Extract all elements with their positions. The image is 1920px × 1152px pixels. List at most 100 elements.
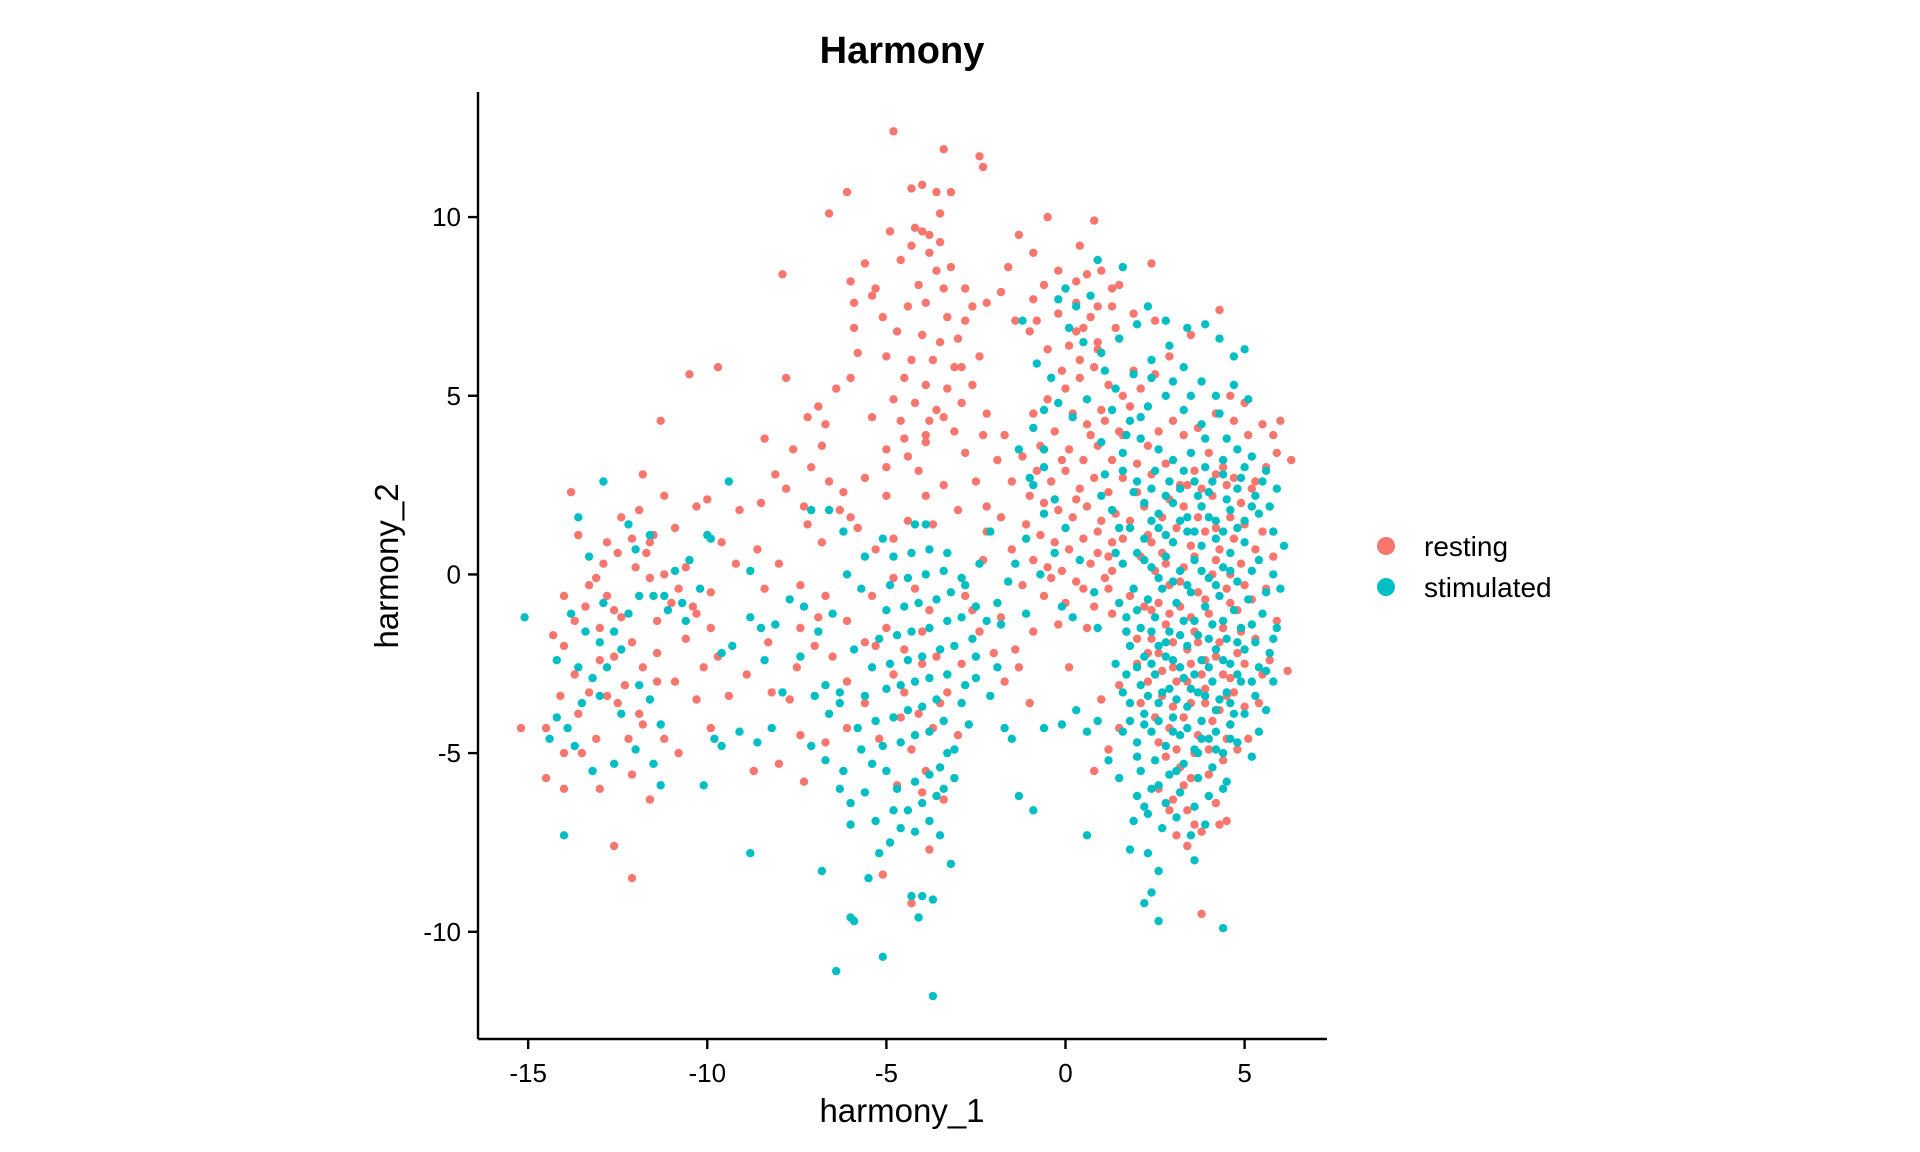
point-resting-425 [882,463,891,472]
point-stimulated-385 [857,584,866,593]
point-stimulated-50 [882,684,891,693]
point-resting-258 [796,731,805,740]
point-resting-153 [1240,659,1249,668]
point-stimulated-281 [1147,784,1156,793]
point-stimulated-333 [695,584,705,593]
point-stimulated-289 [1158,824,1167,833]
point-stimulated-444 [1190,527,1199,536]
legend-label-resting: resting [1424,531,1508,562]
point-resting-479 [1186,773,1196,783]
point-resting-307 [556,691,565,701]
point-resting-237 [882,623,891,633]
point-resting-391 [1215,638,1224,647]
point-resting-287 [627,534,637,543]
point-stimulated-72 [932,595,941,604]
point-resting-31 [1039,280,1049,290]
point-resting-290 [674,584,683,593]
y-tick-label: 10 [432,202,461,232]
point-stimulated-397 [957,698,966,708]
point-resting-220 [921,491,930,500]
point-resting-197 [1161,459,1171,468]
point-stimulated-200 [1147,563,1156,572]
point-stimulated-455 [1132,606,1142,615]
x-ticks: -15 -10 -5 0 5 [509,1039,1252,1088]
point-stimulated-471 [1233,670,1242,679]
point-stimulated-25 [925,770,934,779]
point-stimulated-26 [935,763,945,772]
point-stimulated-411 [1168,377,1178,386]
point-stimulated-192 [1211,534,1221,543]
point-resting-206 [1097,695,1106,704]
point-resting-464 [1183,480,1192,490]
point-resting-468 [1154,598,1163,608]
point-resting-352 [1129,309,1138,318]
point-resting-400 [996,613,1006,622]
point-resting-466 [1211,470,1221,479]
point-resting-62 [932,405,941,415]
point-stimulated-212 [1172,598,1181,608]
point-resting-155 [1283,666,1292,676]
point-stimulated-420 [1226,698,1235,708]
point-resting-377 [1269,552,1278,561]
point-resting-410 [953,334,963,343]
point-stimulated-208 [1261,588,1271,597]
point-resting-375 [1269,430,1278,440]
point-resting-504 [1082,623,1092,633]
point-stimulated-21 [846,798,855,808]
point-resting-211 [1014,663,1024,672]
point-stimulated-441 [1175,516,1185,525]
point-stimulated-42 [889,713,898,722]
point-resting-472 [1218,670,1228,679]
point-stimulated-86 [1011,559,1020,568]
point-resting-165 [1179,713,1188,722]
point-stimulated-11 [875,849,884,858]
point-resting-449 [631,563,640,572]
point-stimulated-269 [1204,734,1214,743]
point-stimulated-32 [857,745,866,754]
point-resting-497 [1168,702,1178,711]
point-stimulated-100 [1082,831,1092,840]
point-resting-123 [1104,584,1113,593]
point-stimulated-19 [939,784,948,793]
point-stimulated-328 [735,727,744,736]
point-resting-148 [1168,663,1178,672]
point-resting-195 [1190,466,1199,475]
point-stimulated-451 [1211,581,1221,590]
point-stimulated-23 [892,784,902,793]
point-stimulated-359 [609,759,619,768]
point-stimulated-374 [670,566,680,576]
point-stimulated-122 [1132,320,1142,329]
point-stimulated-34 [896,738,905,747]
point-stimulated-403 [1061,523,1070,533]
point-stimulated-149 [1054,398,1063,408]
point-stimulated-185 [1279,541,1289,550]
point-stimulated-184 [1269,527,1278,536]
point-resting-519 [1075,241,1085,250]
point-resting-24 [871,284,880,293]
point-stimulated-233 [1154,641,1163,651]
point-resting-447 [692,609,701,618]
point-resting-405 [993,455,1002,465]
point-stimulated-297 [1154,916,1163,926]
point-stimulated-131 [1111,384,1120,393]
point-stimulated-323 [746,613,755,622]
point-stimulated-316 [842,570,852,579]
point-stimulated-9 [864,874,873,883]
point-stimulated-485 [1226,734,1235,743]
point-stimulated-456 [1147,627,1156,636]
point-stimulated-457 [1161,638,1171,647]
point-stimulated-331 [703,530,712,540]
point-resting-126 [1172,523,1181,533]
point-stimulated-394 [889,806,898,815]
point-resting-238 [900,645,909,654]
point-stimulated-260 [1226,720,1235,729]
point-resting-29 [996,287,1006,297]
point-resting-67 [950,427,959,436]
point-resting-411 [968,302,977,311]
point-stimulated-458 [1175,631,1185,640]
point-stimulated-236 [1197,656,1206,665]
point-stimulated-346 [602,663,612,672]
point-stimulated-282 [1161,798,1171,808]
point-resting-262 [706,623,715,633]
point-resting-137 [1236,559,1246,568]
